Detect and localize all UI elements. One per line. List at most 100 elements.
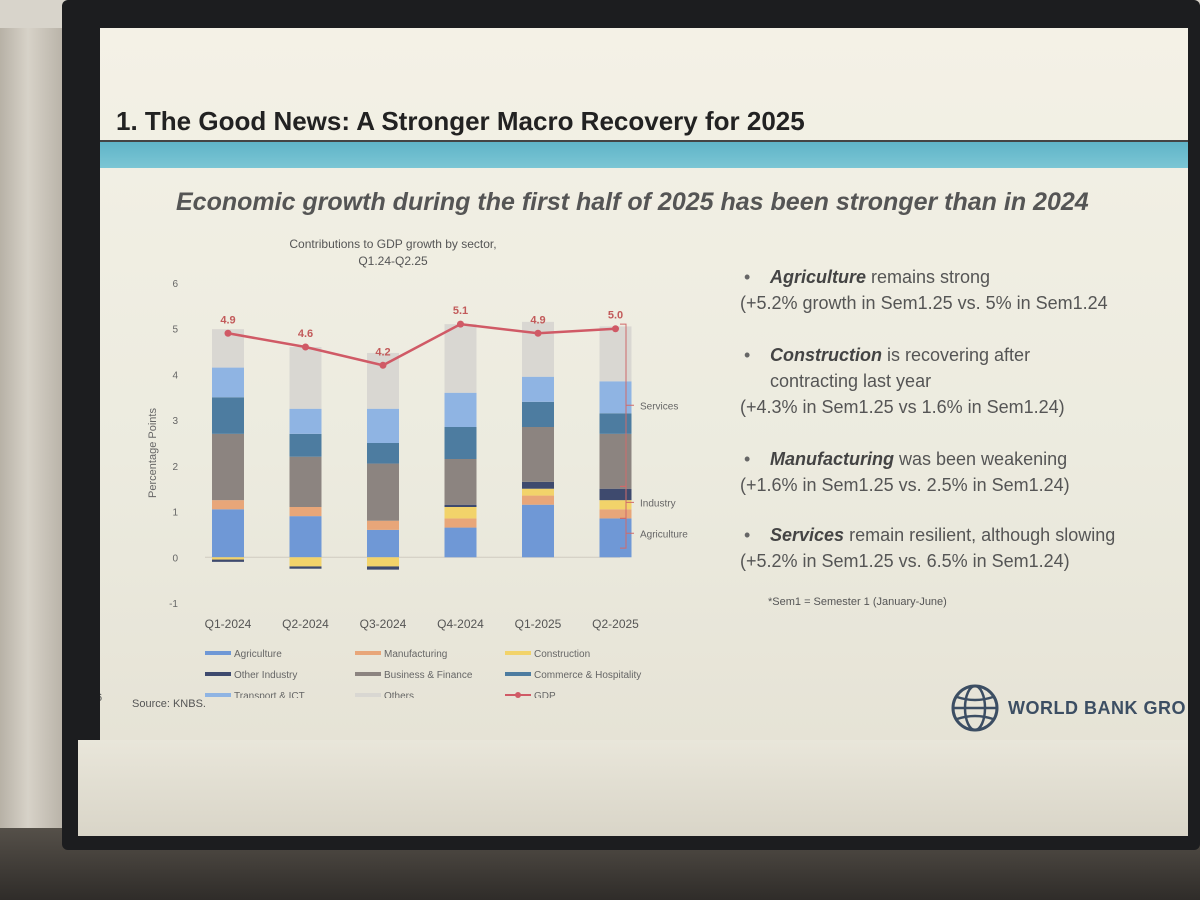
chart-title-line: Q1.24-Q2.25 bbox=[358, 254, 428, 268]
y-tick-label: 4 bbox=[172, 370, 178, 381]
bar-segment bbox=[599, 500, 632, 510]
y-tick-label: 0 bbox=[172, 553, 178, 564]
gdp-contribution-chart: Contributions to GDP growth by sector, Q1… bbox=[147, 237, 688, 698]
bar-segment bbox=[289, 507, 322, 517]
bar-segment bbox=[367, 463, 399, 521]
legend-label: Agriculture bbox=[234, 649, 282, 660]
legend-label: Manufacturing bbox=[384, 649, 447, 660]
gdp-point bbox=[534, 329, 542, 337]
bar-segment bbox=[289, 557, 322, 567]
bullet-text: is recovering after bbox=[882, 345, 1031, 365]
bullet-dot: • bbox=[744, 449, 751, 469]
legend-swatch bbox=[505, 651, 531, 655]
bar-segment bbox=[522, 495, 554, 505]
bullet-dot: • bbox=[744, 345, 751, 365]
bar-segment bbox=[522, 376, 554, 402]
x-tick-label: Q1-2025 bbox=[515, 617, 562, 631]
x-tick-label: Q4-2024 bbox=[437, 617, 484, 631]
legend-swatch bbox=[355, 693, 381, 697]
bullet-detail: (+4.3% in Sem1.25 vs 1.6% in Sem1.24) bbox=[740, 397, 1065, 417]
bullet-services: • Services remain resilient, although sl… bbox=[740, 522, 1116, 574]
bar-segment bbox=[212, 433, 244, 501]
sector-bracket bbox=[620, 517, 634, 549]
bar-segment bbox=[599, 326, 632, 382]
bar-segment bbox=[522, 488, 554, 496]
chart-title-line: Contributions to GDP growth by sector, bbox=[289, 237, 496, 251]
bar-segment bbox=[212, 559, 244, 562]
gdp-point bbox=[612, 325, 619, 333]
legend-label: Other Industry bbox=[234, 670, 297, 681]
bullet-text: remain resilient, although slowing bbox=[844, 525, 1116, 545]
bar-segment bbox=[599, 433, 632, 489]
legend-label: Business & Finance bbox=[384, 670, 473, 681]
source-note: Source: KNBS. bbox=[132, 698, 206, 710]
legend-swatch bbox=[355, 672, 381, 676]
legend-label: Commerce & Hospitality bbox=[534, 670, 641, 681]
legend-swatch-dot bbox=[515, 692, 521, 698]
slide-number: 6 bbox=[100, 692, 102, 704]
bar-segment bbox=[367, 352, 399, 409]
legend-label: Transport & ICT bbox=[234, 691, 305, 698]
bullet-dot: • bbox=[744, 267, 751, 287]
bar-segment bbox=[289, 516, 322, 558]
bar-segment bbox=[444, 527, 477, 558]
footnote: *Sem1 = Semester 1 (January-June) bbox=[768, 596, 947, 608]
bar-segment bbox=[289, 347, 322, 409]
bar-segment bbox=[367, 557, 399, 567]
bullet-manufacturing: • Manufacturing was been weakening (+1.6… bbox=[740, 446, 1070, 498]
x-tick-label: Q1-2024 bbox=[205, 617, 252, 631]
y-tick-label: 6 bbox=[172, 279, 178, 290]
bar-segment bbox=[522, 504, 554, 558]
gdp-data-label: 4.6 bbox=[298, 328, 313, 340]
world-bank-globe-icon bbox=[951, 684, 999, 732]
screen-blank-area bbox=[78, 740, 1188, 836]
bar-segment bbox=[444, 459, 477, 505]
slide-subtitle: Economic growth during the first half of… bbox=[176, 188, 1089, 216]
bar-segment bbox=[367, 529, 399, 558]
bullet-construction: • Construction is recovering after contr… bbox=[740, 342, 1065, 420]
x-tick-label: Q2-2025 bbox=[592, 617, 639, 631]
x-tick-label: Q3-2024 bbox=[360, 617, 407, 631]
bar-segment bbox=[599, 413, 632, 434]
gdp-data-label: 4.2 bbox=[375, 346, 390, 358]
legend-label: GDP bbox=[534, 691, 556, 698]
y-tick-label: 3 bbox=[172, 416, 178, 427]
bar-segment bbox=[599, 381, 632, 414]
x-tick-label: Q2-2024 bbox=[282, 617, 329, 631]
world-bank-logo-text: WORLD BANK GRO bbox=[1008, 698, 1186, 718]
gdp-data-label: 5.0 bbox=[608, 310, 623, 322]
bar-segment bbox=[599, 518, 632, 558]
bullet-agriculture: • Agriculture remains strong (+5.2% grow… bbox=[740, 264, 1108, 316]
bar-segment bbox=[212, 397, 244, 434]
y-tick-label: -1 bbox=[169, 599, 178, 610]
bar-segment bbox=[367, 520, 399, 530]
y-tick-label: 5 bbox=[172, 325, 178, 336]
gdp-point bbox=[379, 361, 387, 369]
legend-swatch bbox=[205, 693, 231, 697]
sector-bracket-label: Agriculture bbox=[640, 529, 688, 540]
bar-segment bbox=[289, 456, 322, 507]
gdp-data-label: 4.9 bbox=[220, 314, 235, 326]
bullet-text: was been weakening bbox=[894, 449, 1068, 469]
gdp-point bbox=[457, 320, 464, 328]
y-tick-label: 1 bbox=[172, 508, 178, 519]
gdp-point bbox=[224, 329, 232, 337]
legend-swatch bbox=[205, 651, 231, 655]
bullet-dot: • bbox=[744, 525, 751, 545]
bar-segment bbox=[367, 443, 399, 464]
bar-segment bbox=[289, 408, 322, 434]
bar-segment bbox=[522, 401, 554, 427]
bar-segment bbox=[522, 481, 554, 489]
bullet-keyword: Agriculture bbox=[770, 267, 867, 287]
bar-segment bbox=[522, 427, 554, 482]
gdp-data-label: 4.9 bbox=[530, 314, 545, 326]
bar-segment bbox=[444, 518, 477, 528]
bar-segment bbox=[444, 427, 477, 459]
bar-segment bbox=[289, 433, 322, 457]
title-divider bbox=[100, 140, 1188, 142]
legend-swatch bbox=[205, 672, 231, 676]
bullet-text: remains strong bbox=[866, 267, 991, 287]
bullet-keyword: Manufacturing bbox=[770, 449, 894, 469]
bar-segment bbox=[444, 324, 477, 393]
bar-segment bbox=[289, 566, 322, 569]
